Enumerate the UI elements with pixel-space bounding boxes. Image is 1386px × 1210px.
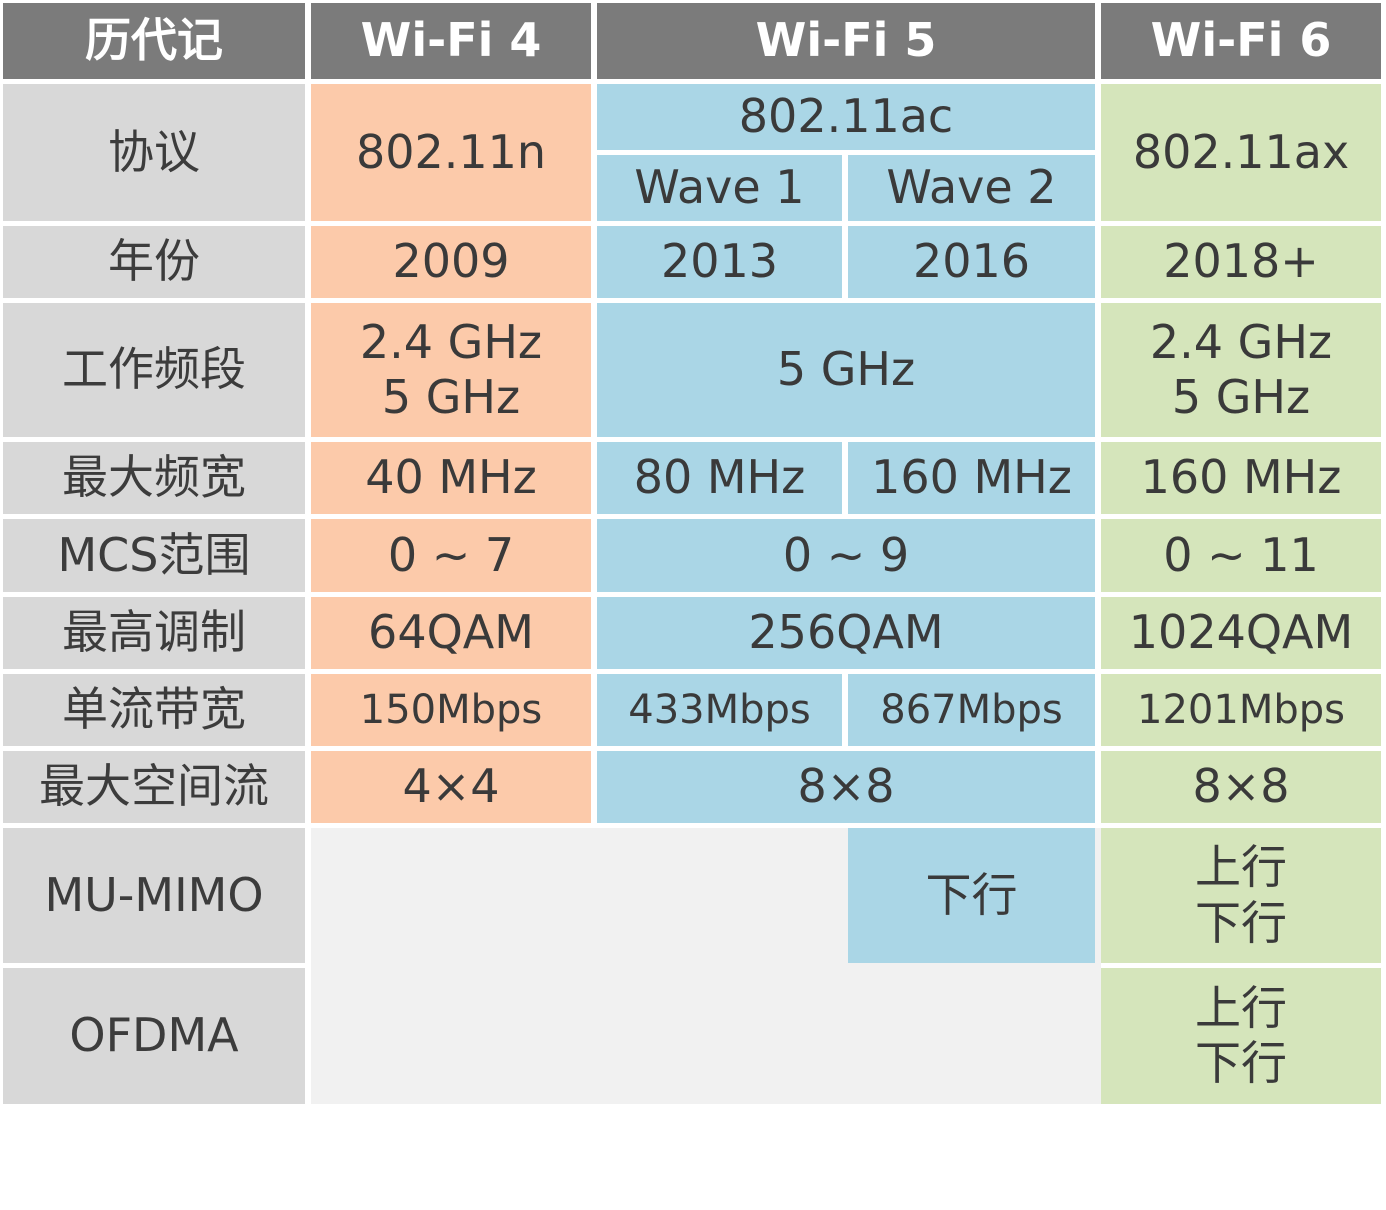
wifi6-mu-mimo: 上行 下行	[1101, 828, 1381, 963]
wifi4-spatial-streams-text: 4×4	[402, 759, 500, 814]
wifi6-ofdma-line1: 上行	[1195, 980, 1287, 1035]
label-ofdma: OFDMA	[3, 968, 305, 1104]
wifi6-modulation-text: 1024QAM	[1128, 605, 1354, 660]
wave2-bandwidth: 160 MHz	[848, 442, 1095, 514]
wifi4-spatial-streams: 4×4	[311, 751, 591, 823]
wifi4-single-stream-text: 150Mbps	[359, 687, 543, 733]
label-modulation-text: 最高调制	[62, 605, 246, 660]
wave2-year: 2016	[848, 226, 1095, 298]
wifi4-band-line1: 2.4 GHz	[359, 314, 543, 369]
wave2-year-text: 2016	[912, 234, 1031, 289]
wave2-bandwidth-text: 160 MHz	[871, 450, 1072, 505]
header-history: 历代记	[3, 3, 305, 79]
wifi6-band: 2.4 GHz 5 GHz	[1101, 303, 1381, 437]
wifi4-band-line2: 5 GHz	[381, 370, 521, 424]
wifi5-modulation: 256QAM	[597, 597, 1095, 669]
wave1-bandwidth-text: 80 MHz	[633, 450, 806, 505]
wifi4-bandwidth: 40 MHz	[311, 442, 591, 514]
wave1-single-stream-text: 433Mbps	[628, 687, 811, 733]
wave2-single-stream: 867Mbps	[848, 674, 1095, 746]
wifi6-single-stream-text: 1201Mbps	[1137, 687, 1345, 733]
wifi6-band-line2: 5 GHz	[1171, 370, 1311, 424]
header-wifi4-text: Wi-Fi 4	[360, 13, 542, 68]
wifi6-mu-mimo-line1: 上行	[1195, 840, 1287, 895]
wifi5-protocol-text: 802.11ac	[738, 89, 954, 144]
wifi6-bandwidth-text: 160 MHz	[1140, 450, 1342, 505]
wifi5-wave2-text: Wave 2	[886, 160, 1057, 215]
wifi4-year-text: 2009	[392, 234, 510, 289]
label-band: 工作频段	[3, 303, 305, 437]
wave2-mu-mimo: 下行	[848, 828, 1095, 963]
wave1-single-stream: 433Mbps	[597, 674, 842, 746]
label-mu-mimo: MU-MIMO	[3, 828, 305, 963]
label-single-stream-text: 单流带宽	[62, 682, 246, 737]
wave2-mu-mimo-text: 下行	[925, 867, 1018, 922]
wifi5-wave2: Wave 2	[848, 155, 1095, 221]
wifi6-year: 2018+	[1101, 226, 1381, 298]
wifi6-single-stream: 1201Mbps	[1101, 674, 1381, 746]
label-band-text: 工作频段	[62, 342, 246, 397]
label-spatial-streams-text: 最大空间流	[39, 759, 269, 814]
wifi6-mcs-text: 0 ~ 11	[1163, 527, 1319, 582]
header-wifi6: Wi-Fi 6	[1101, 3, 1381, 79]
wifi5-mcs: 0 ~ 9	[597, 519, 1095, 592]
label-ofdma-text: OFDMA	[69, 1008, 239, 1063]
wave1-bandwidth: 80 MHz	[597, 442, 842, 514]
wifi5-wave1-text: Wave 1	[634, 160, 805, 215]
wifi5-mcs-text: 0 ~ 9	[782, 527, 910, 582]
wifi5-spatial-streams: 8×8	[597, 751, 1095, 823]
header-wifi5: Wi-Fi 5	[597, 3, 1095, 79]
label-mcs-text: MCS范围	[57, 527, 251, 582]
wifi5-band: 5 GHz	[597, 303, 1095, 437]
label-bandwidth: 最大频宽	[3, 442, 305, 514]
wifi4-band: 2.4 GHz 5 GHz	[311, 303, 591, 437]
wifi6-band-line1: 2.4 GHz	[1149, 314, 1333, 369]
wifi6-bandwidth: 160 MHz	[1101, 442, 1381, 514]
wifi4-mcs: 0 ~ 7	[311, 519, 591, 592]
label-bandwidth-text: 最大频宽	[62, 450, 246, 505]
label-mu-mimo-text: MU-MIMO	[44, 867, 264, 922]
header-history-text: 历代记	[85, 13, 223, 68]
wifi5-wave1: Wave 1	[597, 155, 842, 221]
wifi5-protocol: 802.11ac	[597, 84, 1095, 150]
wifi6-year-text: 2018+	[1163, 234, 1319, 289]
label-single-stream: 单流带宽	[3, 674, 305, 746]
header-wifi6-text: Wi-Fi 6	[1150, 13, 1332, 68]
wifi6-mu-mimo-line2: 下行	[1195, 895, 1287, 950]
wifi5-spatial-streams-text: 8×8	[797, 759, 895, 814]
wifi5-modulation-text: 256QAM	[748, 605, 944, 660]
wifi4-protocol: 802.11n	[311, 84, 591, 221]
wifi4-bandwidth-text: 40 MHz	[365, 450, 537, 505]
wifi6-mcs: 0 ~ 11	[1101, 519, 1381, 592]
label-protocol: 协议	[3, 84, 305, 221]
label-year: 年份	[3, 226, 305, 298]
label-year-text: 年份	[108, 234, 200, 289]
wave1-year-text: 2013	[660, 234, 779, 289]
wifi6-spatial-streams-text: 8×8	[1192, 759, 1290, 814]
label-modulation: 最高调制	[3, 597, 305, 669]
wifi4-protocol-text: 802.11n	[355, 124, 547, 179]
wifi6-ofdma-line2: 下行	[1195, 1036, 1287, 1090]
wifi6-spatial-streams: 8×8	[1101, 751, 1381, 823]
wifi5-band-text: 5 GHz	[776, 342, 916, 397]
label-spatial-streams: 最大空间流	[3, 751, 305, 823]
header-wifi4: Wi-Fi 4	[311, 3, 591, 79]
wifi6-protocol-text: 802.11ax	[1132, 124, 1350, 179]
label-protocol-text: 协议	[108, 124, 200, 179]
wifi4-year: 2009	[311, 226, 591, 298]
label-mcs: MCS范围	[3, 519, 305, 592]
wifi6-modulation: 1024QAM	[1101, 597, 1381, 669]
wave2-single-stream-text: 867Mbps	[880, 687, 1063, 733]
wifi6-protocol: 802.11ax	[1101, 84, 1381, 221]
wave1-year: 2013	[597, 226, 842, 298]
wifi4-mcs-text: 0 ~ 7	[387, 527, 515, 582]
wifi6-ofdma: 上行 下行	[1101, 968, 1381, 1104]
wifi4-modulation: 64QAM	[311, 597, 591, 669]
header-wifi5-text: Wi-Fi 5	[755, 13, 937, 68]
wifi4-single-stream: 150Mbps	[311, 674, 591, 746]
wifi4-modulation-text: 64QAM	[368, 605, 534, 660]
